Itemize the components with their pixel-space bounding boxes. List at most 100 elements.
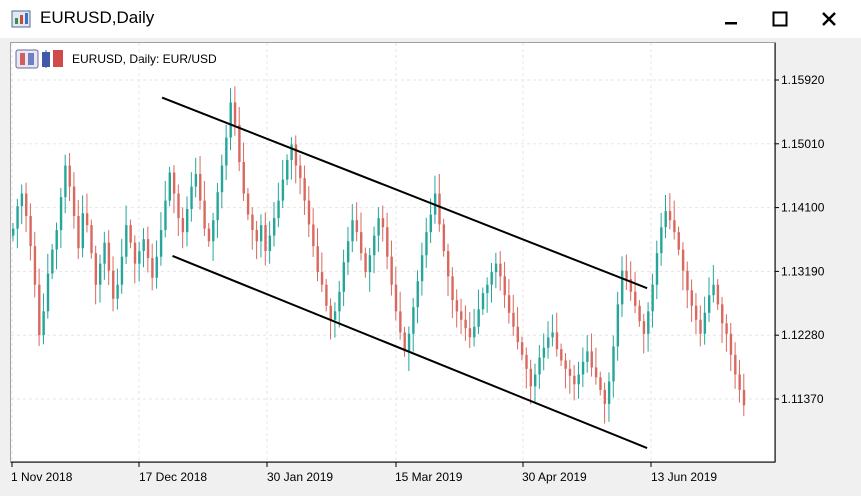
close-icon [822, 12, 836, 26]
candle-up [538, 357, 541, 375]
candle-down [238, 124, 241, 163]
candle-down [112, 270, 115, 299]
candle-up [429, 214, 432, 233]
candle-down [447, 251, 450, 277]
candle-up [351, 220, 354, 242]
candle-down [360, 232, 363, 254]
candle-up [103, 242, 106, 264]
candle-down [133, 242, 137, 264]
y-axis-label: 1.11370 [781, 392, 824, 406]
candle-up [155, 256, 158, 278]
candle-up [59, 197, 63, 231]
y-axis-label: 1.12280 [781, 328, 825, 342]
candle-down [716, 284, 720, 305]
candle-up [81, 213, 84, 249]
channel-trendline [161, 96, 648, 290]
candle-up [168, 172, 171, 201]
candle-down [316, 246, 319, 273]
candle-up [212, 220, 215, 242]
candle-up [473, 326, 476, 338]
candle-up [64, 165, 67, 198]
candle-down [320, 272, 324, 285]
candle-up [407, 333, 411, 352]
candlestick-icon[interactable] [42, 50, 63, 68]
candle-down [72, 186, 76, 217]
candle-up [607, 381, 611, 404]
maximize-icon [772, 11, 788, 27]
candle-up [534, 374, 537, 387]
candle-up [216, 192, 219, 221]
x-axis-label: 15 Mar 2019 [395, 470, 463, 484]
candle-up [125, 225, 128, 257]
x-axis-label: 13 Jun 2019 [651, 470, 717, 484]
minimize-icon [725, 22, 737, 25]
candle-down [625, 270, 628, 280]
candle-up [268, 235, 272, 252]
candle-down [251, 214, 254, 231]
candle-down [442, 224, 446, 252]
candle-up [259, 225, 263, 242]
candle-down [729, 333, 733, 355]
candle-up [338, 291, 341, 312]
y-axis-label: 1.13190 [781, 264, 825, 278]
candle-up [703, 312, 707, 334]
candle-down [199, 173, 202, 201]
x-axis-label: 30 Jan 2019 [267, 470, 333, 484]
candle-up [416, 281, 419, 308]
candle-up [577, 374, 580, 385]
x-axis-label: 1 Nov 2018 [11, 470, 73, 484]
candle-up [486, 284, 489, 294]
candle-down [364, 253, 367, 273]
candle-down [172, 172, 176, 194]
candle-down [525, 354, 528, 369]
candle-down [507, 295, 511, 313]
candle-up [581, 361, 585, 375]
candle-up [229, 102, 232, 138]
title-bar: EURUSD,Daily [0, 0, 861, 38]
bar-chart-icon[interactable] [15, 49, 39, 69]
candle-down [603, 389, 606, 404]
candle-up [342, 262, 345, 292]
candle-down [242, 162, 245, 194]
candle-up [138, 251, 141, 264]
candle-up [120, 256, 124, 285]
candle-down [38, 284, 41, 336]
candle-up [55, 230, 58, 250]
candle-down [673, 220, 676, 233]
candle-up [286, 159, 289, 180]
candle-up [277, 200, 280, 219]
minimize-button[interactable] [706, 0, 756, 38]
candle-down [451, 276, 454, 301]
candle-down [455, 300, 459, 312]
channel-trendline [172, 255, 648, 450]
candle-down [555, 332, 559, 350]
y-axis-label: 1.14100 [781, 201, 825, 215]
candle-up [116, 284, 119, 299]
candle-down [516, 326, 519, 343]
candle-down [399, 311, 402, 333]
chart-type-icons [15, 49, 63, 69]
chart-symbol-label: EURUSD, Daily: EUR/USD [72, 52, 217, 66]
close-button[interactable] [804, 0, 854, 38]
maximize-button[interactable] [755, 0, 805, 38]
candle-down [699, 319, 702, 334]
candle-up [142, 239, 145, 252]
candle-down [738, 374, 741, 390]
candle-down [85, 213, 89, 226]
candle-down [207, 228, 211, 242]
candle-down [94, 253, 98, 285]
candle-down [529, 368, 533, 387]
candle-down [464, 319, 467, 329]
candle-down [246, 193, 250, 215]
candle-up [46, 273, 50, 312]
chart-area[interactable] [10, 42, 776, 463]
candle-up [225, 137, 228, 166]
candle-down [329, 305, 332, 320]
candle-down [325, 284, 328, 306]
candle-up [159, 230, 163, 257]
candle-up [621, 270, 624, 305]
candle-up [220, 165, 224, 193]
candle-up [164, 200, 167, 231]
candle-down [90, 225, 93, 254]
candle-up [712, 284, 715, 296]
